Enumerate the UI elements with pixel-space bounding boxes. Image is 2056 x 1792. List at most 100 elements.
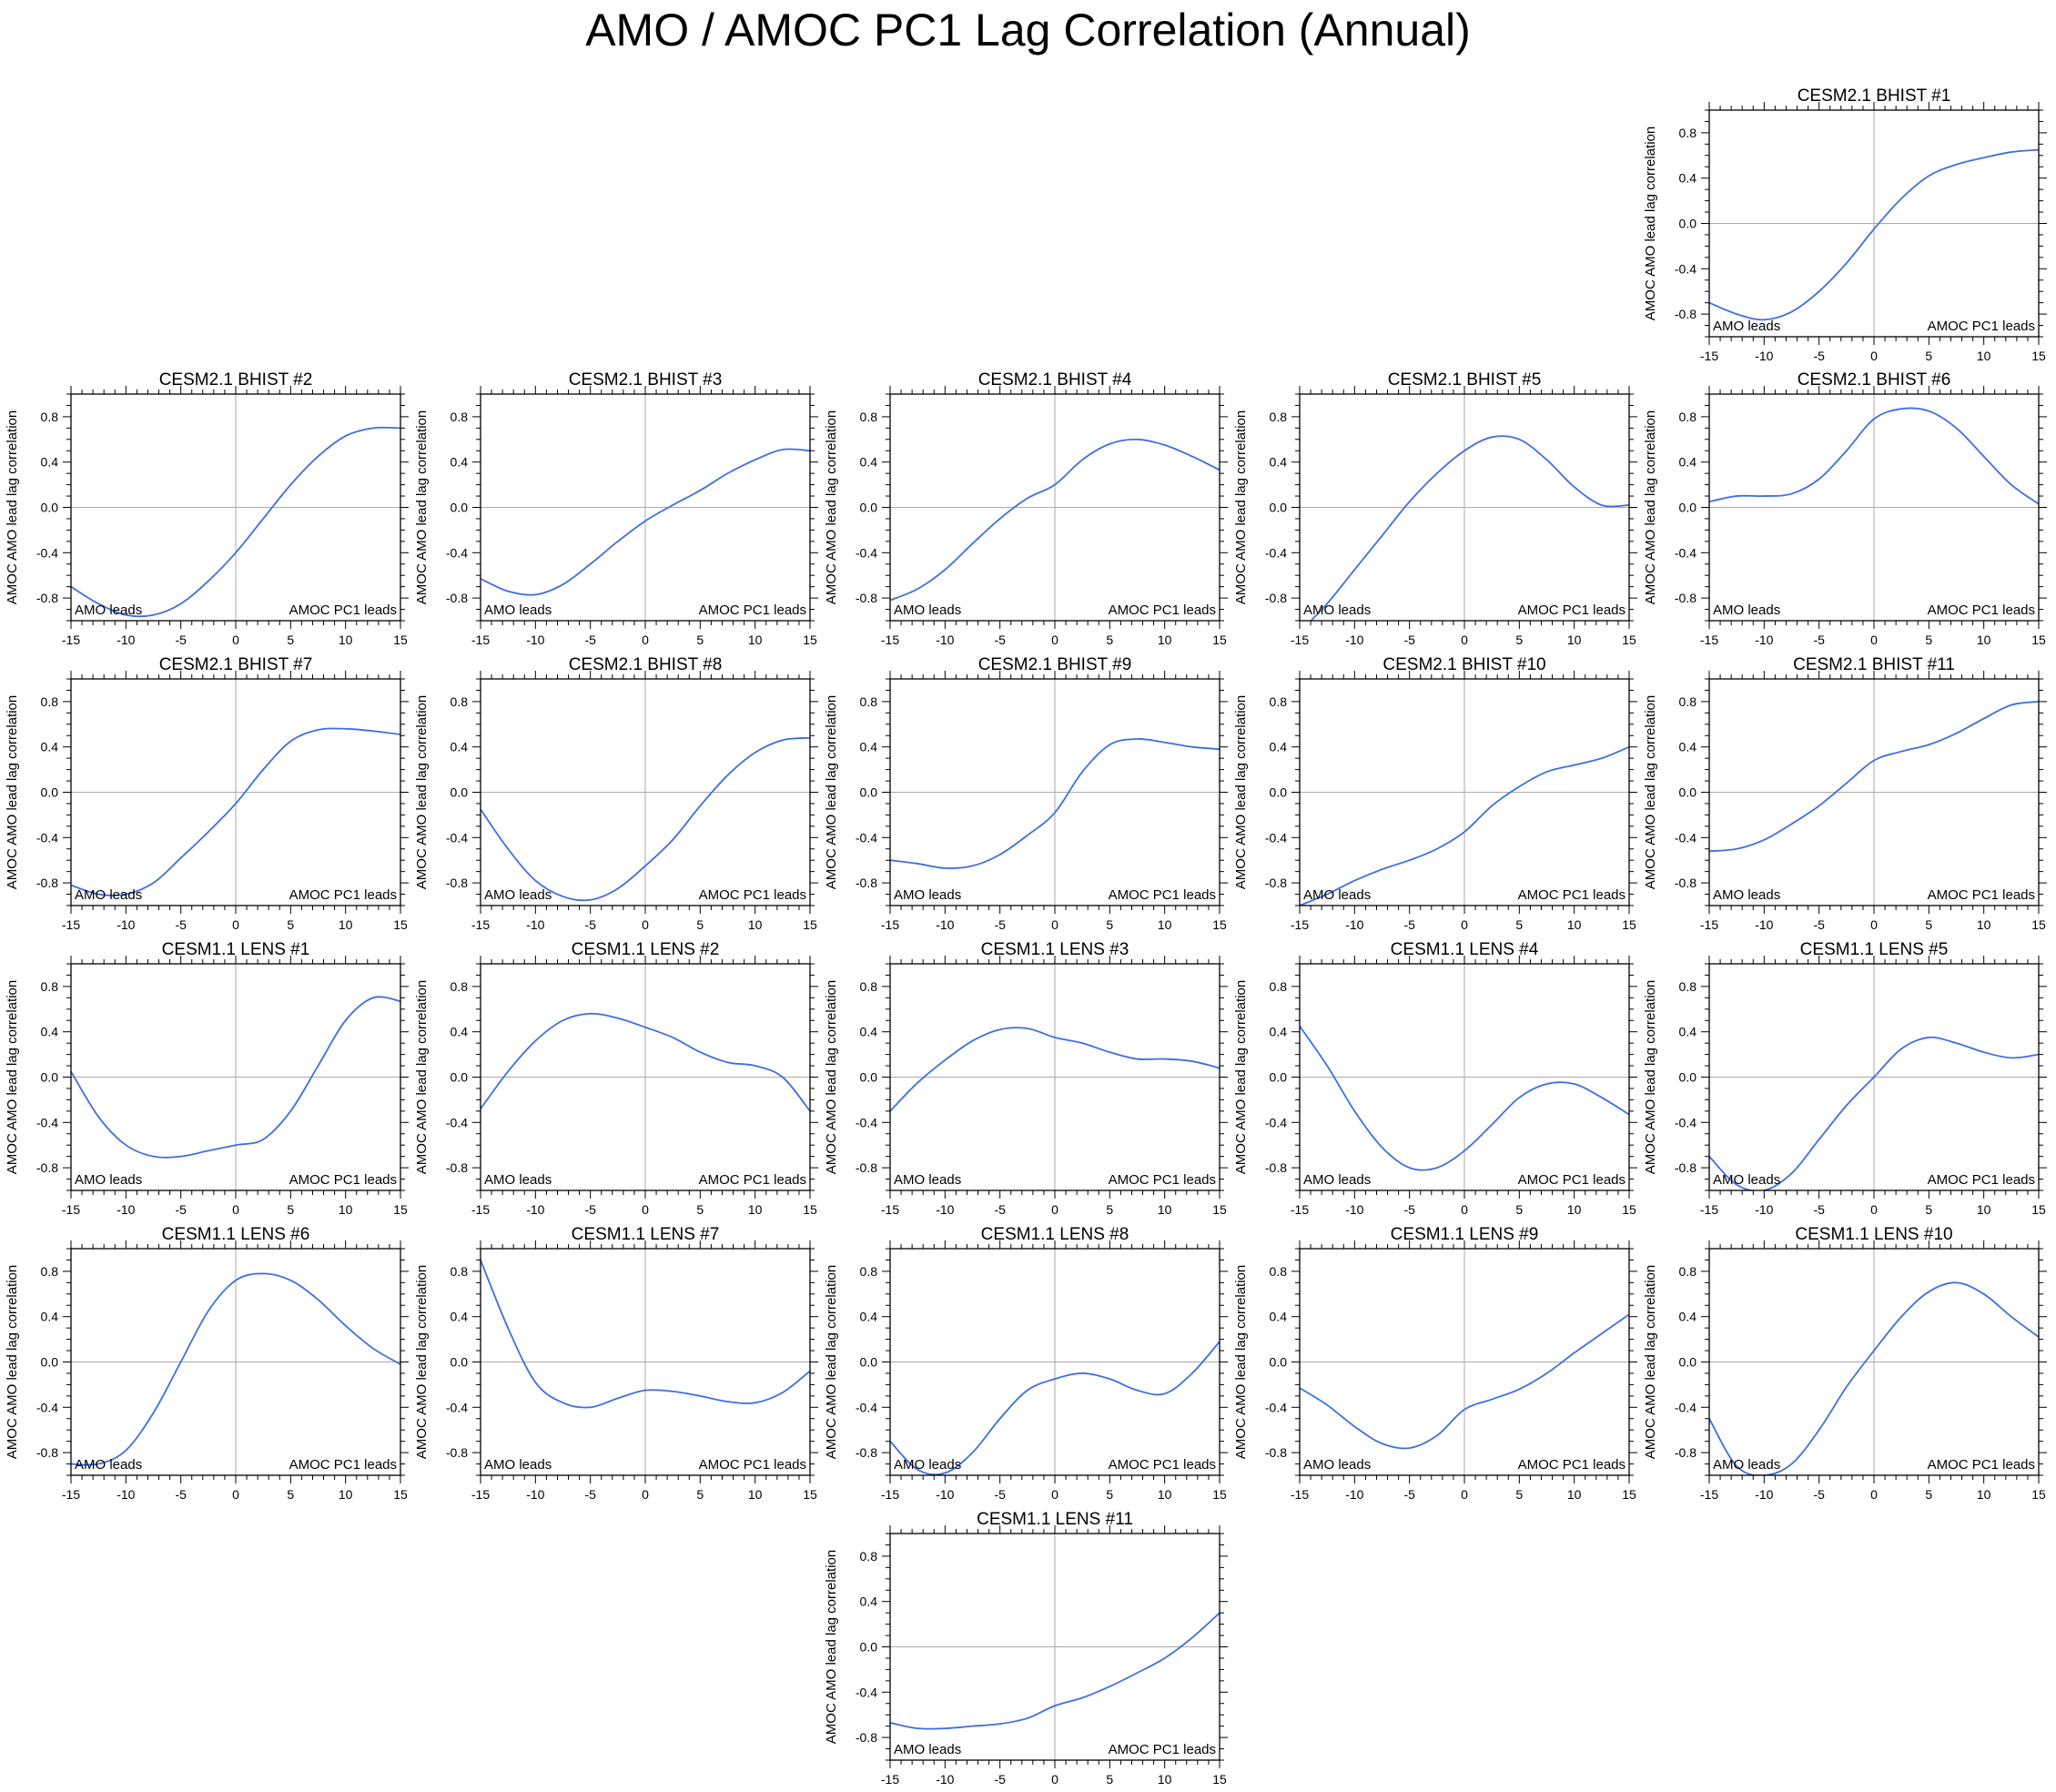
x-tick-label: 10 xyxy=(339,917,353,932)
x-tick-label: 5 xyxy=(1106,1487,1113,1502)
y-tick-label: -0.8 xyxy=(36,1160,58,1175)
y-tick-label: 0.4 xyxy=(1679,455,1697,470)
left-annotation: AMO leads xyxy=(75,1457,142,1473)
x-tick-label: -5 xyxy=(1403,633,1415,647)
y-tick-label: -0.4 xyxy=(856,1115,877,1129)
x-tick-label: 10 xyxy=(748,633,763,647)
y-tick-label: 0.4 xyxy=(451,455,469,470)
y-axis-label: AMOC AMO lead lag correlation xyxy=(824,980,839,1174)
right-annotation: AMOC PC1 leads xyxy=(289,1172,397,1188)
right-annotation: AMOC PC1 leads xyxy=(1928,602,2035,618)
x-tick-label: 15 xyxy=(2031,633,2046,647)
x-tick-label: 0 xyxy=(1461,917,1468,932)
y-tick-label: 0.8 xyxy=(451,410,469,424)
y-tick-label: 0.0 xyxy=(860,1640,878,1655)
x-tick-label: -15 xyxy=(881,1202,899,1217)
panel-title: CESM1.1 LENS #10 xyxy=(1795,1225,1952,1244)
x-tick-label: 10 xyxy=(339,1202,353,1217)
x-tick-label: -15 xyxy=(1700,349,1718,363)
series-line xyxy=(1300,745,1629,906)
x-tick-label: -10 xyxy=(1345,1487,1363,1502)
right-annotation: AMOC PC1 leads xyxy=(289,887,397,903)
y-axis-label: AMOC AMO lead lag correlation xyxy=(824,1265,839,1459)
x-tick-label: 0 xyxy=(1870,1202,1878,1217)
y-tick-label: 0.0 xyxy=(451,1355,469,1370)
panel-title: CESM1.1 LENS #11 xyxy=(977,1510,1133,1529)
y-tick-label: -0.4 xyxy=(1265,830,1287,845)
y-tick-label: -0.8 xyxy=(446,876,468,890)
panel-title: CESM2.1 BHIST #8 xyxy=(569,655,723,674)
x-tick-label: -15 xyxy=(1700,917,1718,932)
x-tick-label: -10 xyxy=(116,633,135,647)
panel-title: CESM2.1 BHIST #6 xyxy=(1798,370,1951,390)
x-tick-label: -15 xyxy=(1291,633,1309,647)
y-tick-label: -0.8 xyxy=(1265,1160,1287,1175)
y-tick-label: 0.8 xyxy=(451,1264,469,1279)
y-tick-label: -0.8 xyxy=(446,1445,468,1460)
y-tick-label: 0.4 xyxy=(1270,740,1288,754)
series-line xyxy=(1300,1025,1629,1171)
y-tick-label: 0.4 xyxy=(860,740,878,754)
y-tick-label: -0.4 xyxy=(856,830,877,845)
y-tick-label: 0.0 xyxy=(860,1070,878,1085)
y-tick-label: -0.4 xyxy=(856,1685,877,1699)
x-tick-label: 10 xyxy=(1158,633,1172,647)
y-tick-label: 0.8 xyxy=(1679,1264,1697,1279)
y-tick-label: -0.8 xyxy=(856,876,877,890)
x-tick-label: 10 xyxy=(1158,1202,1172,1217)
x-tick-label: -15 xyxy=(62,1487,80,1502)
y-axis-label: AMOC AMO lead lag correlation xyxy=(414,695,430,889)
y-axis-label: AMOC AMO lead lag correlation xyxy=(5,1265,20,1459)
y-tick-label: -0.8 xyxy=(1675,1445,1696,1460)
x-tick-label: 0 xyxy=(1461,633,1468,647)
x-tick-label: 0 xyxy=(642,917,649,932)
x-tick-label: -5 xyxy=(1813,1487,1825,1502)
y-tick-label: 0.4 xyxy=(860,1310,878,1324)
left-annotation: AMO leads xyxy=(894,887,961,903)
y-tick-label: -0.8 xyxy=(36,876,58,890)
series-line xyxy=(890,1612,1220,1730)
x-tick-label: 10 xyxy=(1567,917,1582,932)
x-tick-label: 0 xyxy=(1870,1487,1878,1502)
y-axis-label: AMOC AMO lead lag correlation xyxy=(414,410,430,604)
right-annotation: AMOC PC1 leads xyxy=(1109,1742,1216,1757)
y-tick-label: -0.4 xyxy=(1265,1115,1287,1129)
x-tick-label: -10 xyxy=(1755,1487,1773,1502)
y-axis-label: AMOC AMO lead lag correlation xyxy=(414,980,430,1174)
panel-title: CESM2.1 BHIST #5 xyxy=(1388,370,1542,390)
x-tick-label: 0 xyxy=(232,917,239,932)
panel-title: CESM1.1 LENS #7 xyxy=(572,1225,720,1244)
y-tick-label: 0.0 xyxy=(1270,1070,1288,1085)
y-tick-label: 0.0 xyxy=(1679,501,1697,515)
y-tick-label: -0.8 xyxy=(446,591,468,605)
x-tick-label: -5 xyxy=(1813,633,1825,647)
left-annotation: AMO leads xyxy=(484,602,552,618)
panel-title: CESM1.1 LENS #4 xyxy=(1391,940,1539,959)
y-axis-label: AMOC AMO lead lag correlation xyxy=(1643,127,1658,320)
x-tick-label: 5 xyxy=(696,633,704,647)
x-tick-label: -5 xyxy=(1403,1202,1415,1217)
y-tick-label: 0.8 xyxy=(1679,410,1697,424)
x-tick-label: 5 xyxy=(1515,917,1523,932)
x-tick-label: -15 xyxy=(471,917,490,932)
right-annotation: AMOC PC1 leads xyxy=(1518,887,1626,903)
x-tick-label: -15 xyxy=(62,917,80,932)
y-tick-label: -0.4 xyxy=(446,1115,468,1129)
series-line xyxy=(890,1027,1220,1112)
left-annotation: AMO leads xyxy=(894,602,961,618)
x-tick-label: -10 xyxy=(526,633,544,647)
x-tick-label: -5 xyxy=(1403,1487,1415,1502)
x-tick-label: -5 xyxy=(994,1487,1006,1502)
x-tick-label: -10 xyxy=(1345,1202,1363,1217)
panel-17: -15 -10 -5 0 5 10 15 -0.8 -0.4 0.0 0.4 0.8 CESM1.1 L… xyxy=(5,1225,409,1502)
y-tick-label: -0.4 xyxy=(856,545,877,560)
series-line xyxy=(890,1341,1220,1475)
x-tick-label: 10 xyxy=(748,1202,763,1217)
x-tick-label: 5 xyxy=(287,633,294,647)
y-axis-label: AMOC AMO lead lag correlation xyxy=(5,695,20,889)
panel-11: -15 -10 -5 0 5 10 15 -0.8 -0.4 0.0 0.4 0.8 CESM2.1 B… xyxy=(1643,655,2047,932)
x-tick-label: -15 xyxy=(1291,1202,1309,1217)
panel-8: -15 -10 -5 0 5 10 15 -0.8 -0.4 0.0 0.4 0.8 CESM2.1 B… xyxy=(414,655,818,932)
x-tick-label: -10 xyxy=(936,1202,954,1217)
